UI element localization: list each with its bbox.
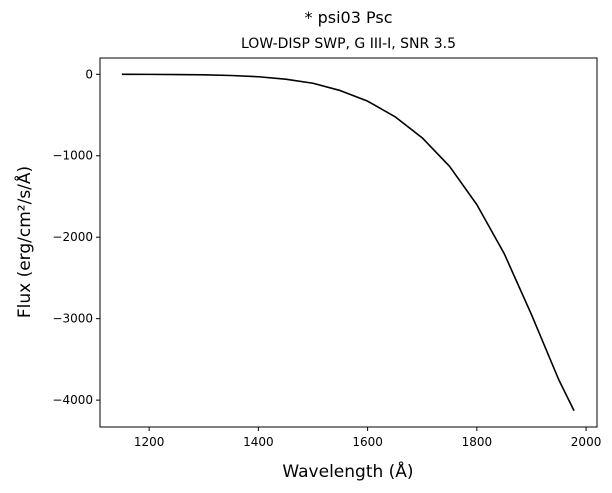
x-tick-label: 2000 <box>571 435 602 449</box>
y-tick-label: −3000 <box>52 312 93 326</box>
y-tick-label: 0 <box>85 67 93 81</box>
y-tick-label: −1000 <box>52 149 93 163</box>
x-ticks: 1200 1400 1600 1800 2000 <box>134 427 601 449</box>
y-tick-label: −2000 <box>52 230 93 244</box>
chart-title: * psi03 Psc <box>304 8 393 27</box>
y-ticks: 0 −1000 −2000 −3000 −4000 <box>52 67 100 407</box>
x-tick-label: 1400 <box>243 435 274 449</box>
plot-frame <box>99 57 598 428</box>
chart-subtitle: LOW-DISP SWP, G III-I, SNR 3.5 <box>241 36 456 52</box>
series-line <box>121 73 575 412</box>
x-tick-label: 1200 <box>134 435 165 449</box>
series-layer <box>121 73 575 412</box>
x-tick-label: 1800 <box>462 435 493 449</box>
x-tick-label: 1600 <box>352 435 383 449</box>
y-tick-label: −4000 <box>52 393 93 407</box>
y-axis-label: Flux (erg/cm²/s/Å) <box>13 166 35 318</box>
x-axis-label: Wavelength (Å) <box>282 460 413 482</box>
